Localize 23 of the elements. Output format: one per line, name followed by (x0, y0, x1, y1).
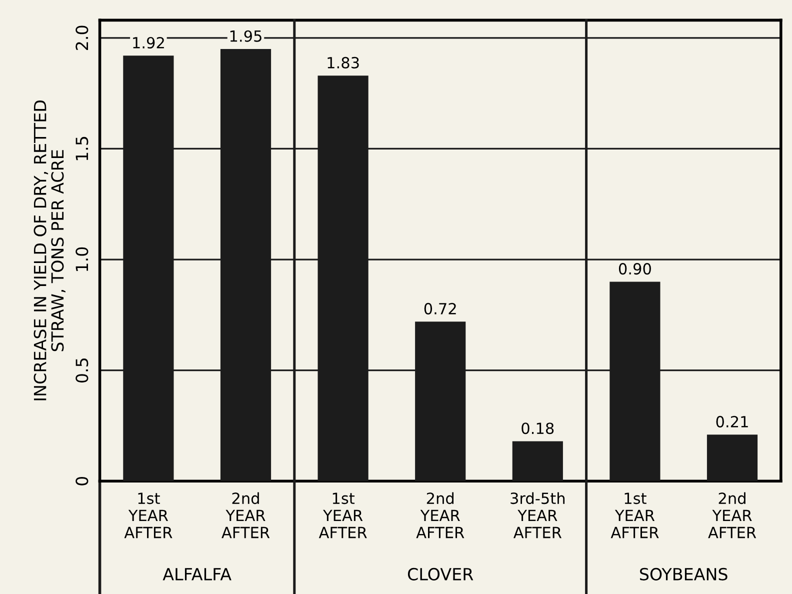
text: ALFALFA (162, 568, 232, 580)
x-tick-label: 1st YEAR AFTER (610, 492, 659, 538)
x-tick-label: 3rd-5th YEAR AFTER (510, 492, 565, 538)
y-axis-title: INCREASE IN YIELD OF DRY, RETTED STRAW, TONS PER ACRE (34, 100, 66, 400)
y-tick-label: 1.0 (76, 247, 88, 271)
x-tick-label: 1st YEAR AFTER (124, 492, 172, 538)
y-tick-label: 1.5 (76, 136, 88, 160)
x-tick-label: 2nd YEAR AFTER (416, 492, 464, 538)
y-tick-label: 2.0 (76, 26, 88, 50)
y-tick-label: 0 (76, 476, 88, 486)
data-label: 1.95 (230, 30, 262, 42)
data-label: 0.18 (522, 422, 554, 434)
data-label: 0.21 (716, 416, 748, 428)
text: CLOVER (408, 568, 474, 580)
data-label: 1.92 (133, 36, 164, 49)
text: SOYBEANS (640, 568, 728, 580)
data-label: 1.83 (328, 56, 359, 68)
data-label: 0.90 (618, 263, 651, 275)
data-label: 0.72 (424, 302, 456, 314)
x-tick-label: 2nd YEAR AFTER (222, 492, 270, 538)
x-tick-label: 1st YEAR AFTER (318, 492, 367, 538)
y-tick-label: 0.5 (76, 358, 88, 382)
x-tick-label: 2nd YEAR AFTER (708, 492, 756, 538)
